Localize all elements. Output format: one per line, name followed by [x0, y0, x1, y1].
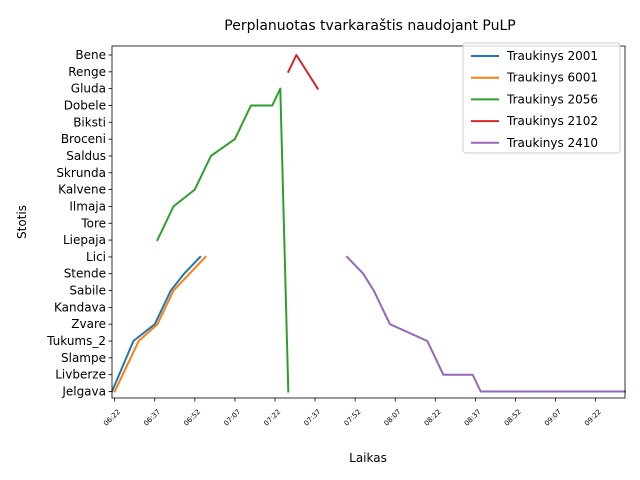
- series-line-3: [286, 54, 320, 90]
- y-tick-label: Zvare: [71, 317, 106, 331]
- legend-label: Traukinys 2410: [506, 136, 598, 150]
- legend-box: [462, 42, 621, 154]
- y-tick-label: Livberze: [55, 368, 106, 382]
- series-line-2: [156, 87, 290, 393]
- x-tick-label: 08:37: [463, 408, 483, 428]
- plot-area: Jelgava Livberze Slampe Tukums_2 Zvare Kandav…: [46, 42, 626, 428]
- y-tick-label: Broceni: [61, 132, 106, 146]
- y-tick-label: Gluda: [71, 82, 106, 96]
- y-tick-label: Bene: [75, 48, 106, 62]
- x-tick-label: 07:22: [262, 408, 282, 428]
- y-tick-label: Sabile: [69, 284, 106, 298]
- legend-label: Traukinys 2056: [506, 92, 598, 106]
- y-tick-label: Tukums_2: [46, 334, 106, 348]
- x-tick-label: 09:22: [583, 408, 603, 428]
- y-tick-label: Kalvene: [58, 183, 106, 197]
- x-axis-label: Laikas: [349, 451, 387, 465]
- x-tick-label: 06:37: [142, 408, 162, 428]
- y-tick-label: Renge: [68, 65, 106, 79]
- legend: Traukinys 2001 Traukinys 6001 Traukinys 20…: [462, 42, 621, 154]
- legend-label: Traukinys 2102: [506, 114, 598, 128]
- x-tick-label: 07:07: [222, 408, 242, 428]
- x-tick-label: 06:52: [182, 408, 202, 428]
- y-tick-label: Slampe: [61, 351, 106, 365]
- legend-label: Traukinys 2001: [506, 49, 598, 63]
- y-axis-label: Stotis: [15, 205, 29, 239]
- y-tick-label: Stende: [64, 267, 106, 281]
- y-tick-label: Jelgava: [61, 385, 106, 399]
- y-tick-label: Skrunda: [56, 166, 106, 180]
- series-line-0: [110, 255, 202, 393]
- series-line-1: [113, 255, 207, 393]
- y-tick-label: Kandava: [54, 300, 106, 314]
- x-tick-label: 08:22: [423, 408, 443, 428]
- y-tick-label: Saldus: [66, 149, 106, 163]
- series-line-4: [345, 255, 626, 393]
- chart-title: Perplanuotas tvarkaraštis naudojant PuLP: [224, 18, 515, 34]
- y-tick-label: Lici: [86, 250, 106, 264]
- y-tick-label: Biksti: [73, 115, 106, 129]
- y-tick-label: Tore: [80, 216, 106, 230]
- x-tick-label: 07:52: [343, 408, 363, 428]
- x-tick-label: 08:07: [383, 408, 403, 428]
- legend-label: Traukinys 6001: [506, 71, 598, 85]
- y-tick-label: Dobele: [64, 98, 106, 112]
- x-tick-label: 06:22: [102, 408, 122, 428]
- y-tick-label: Liepaja: [63, 233, 106, 247]
- y-tick-label: Ilmaja: [69, 199, 106, 213]
- x-tick-label: 09:07: [543, 408, 563, 428]
- x-tick-label: 08:52: [503, 408, 523, 428]
- x-tick-label: 07:37: [303, 408, 323, 428]
- plot-frame: [111, 45, 626, 399]
